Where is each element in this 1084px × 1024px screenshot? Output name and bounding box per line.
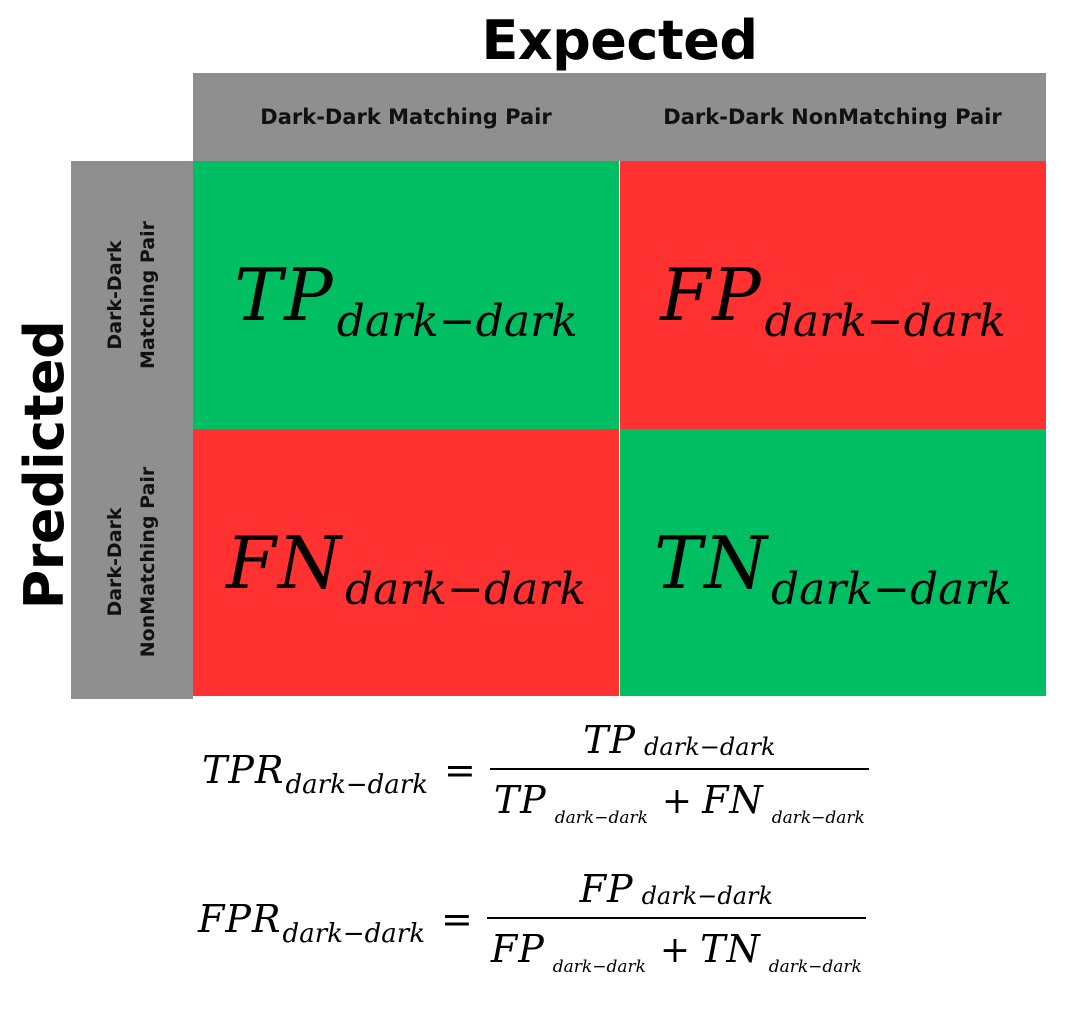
column-label-matching-pair: Dark-Dark Matching Pair <box>260 105 552 129</box>
row-label-matching-pair: Dark-Dark Matching Pair <box>92 161 172 429</box>
false-positive-cell: FPdark−dark <box>620 161 1046 429</box>
row-label-line: Dark-Dark <box>104 507 126 617</box>
cell-subscript: dark−dark <box>336 296 578 347</box>
formula-lhs: TPRdark−dark <box>202 748 428 800</box>
cell-subscript: dark−dark <box>770 563 1013 615</box>
denominator-subscript: dark−dark <box>554 808 648 828</box>
cell-symbol: TN <box>653 520 769 605</box>
fraction-bar <box>489 768 869 770</box>
formula-denominator: TP dark−dark + FN dark−dark <box>490 770 869 828</box>
column-label-nonmatching-pair: Dark-Dark NonMatching Pair <box>663 105 1002 129</box>
row-header-bar <box>71 161 193 699</box>
fraction-bar <box>486 917 866 919</box>
cell-symbol: TP <box>234 253 335 337</box>
denominator-subscript: dark−dark <box>552 957 646 977</box>
row-label-line: Dark-Dark <box>104 240 126 350</box>
denominator-subscript: dark−dark <box>771 808 865 828</box>
formula-lhs-subscript: dark−dark <box>285 770 428 800</box>
numerator-subscript: dark−dark <box>644 733 776 761</box>
equals-sign: = <box>441 897 473 941</box>
row-label-line: Matching Pair <box>137 221 159 369</box>
numerator-symbol: TP <box>583 718 637 762</box>
cell-subscript: dark−dark <box>344 563 587 615</box>
denominator-symbol: TP <box>493 778 547 822</box>
cell-symbol: FP <box>660 253 763 337</box>
expected-axis-title: Expected <box>481 9 758 72</box>
cell-subscript: dark−dark <box>764 296 1006 347</box>
fpr-formula: FPRdark−dark = FP dark−dark FP dark−dark + T… <box>198 854 866 984</box>
numerator-subscript: dark−dark <box>641 882 774 910</box>
tpr-formula: TPRdark−dark = TP dark−dark TP dark−dark + F… <box>202 705 869 835</box>
cell-symbol: FN <box>225 520 343 605</box>
denominator-symbol: FN <box>702 778 764 822</box>
false-negative-cell: FNdark−dark <box>193 429 619 696</box>
numerator-symbol: FP <box>579 867 634 911</box>
denominator-symbol: FP <box>490 927 545 971</box>
formula-denominator: FP dark−dark + TN dark−dark <box>487 919 866 977</box>
row-label-nonmatching-pair: Dark-Dark NonMatching Pair <box>92 428 172 696</box>
formula-lhs-symbol: TPR <box>202 748 285 792</box>
formula-lhs-symbol: FPR <box>198 897 282 941</box>
equals-sign: = <box>443 748 476 792</box>
plus-sign: + <box>661 781 693 822</box>
formula-numerator: TP dark−dark <box>579 718 779 768</box>
formula-fraction: FP dark−dark FP dark−dark + TN dark−dark <box>486 867 866 977</box>
formula-lhs-subscript: dark−dark <box>282 919 425 949</box>
plus-sign: + <box>659 930 691 971</box>
denominator-symbol: TN <box>700 927 761 971</box>
column-header-bar <box>193 73 1046 161</box>
true-positive-cell: TPdark−dark <box>193 161 619 429</box>
formula-fraction: TP dark−dark TP dark−dark + FN dark−dark <box>489 718 869 828</box>
formula-numerator: FP dark−dark <box>576 867 777 917</box>
formula-lhs: FPRdark−dark <box>198 897 425 949</box>
true-negative-cell: TNdark−dark <box>620 429 1046 696</box>
row-label-line: NonMatching Pair <box>137 466 159 658</box>
denominator-subscript: dark−dark <box>768 957 862 977</box>
predicted-axis-title: Predicted <box>13 320 76 610</box>
